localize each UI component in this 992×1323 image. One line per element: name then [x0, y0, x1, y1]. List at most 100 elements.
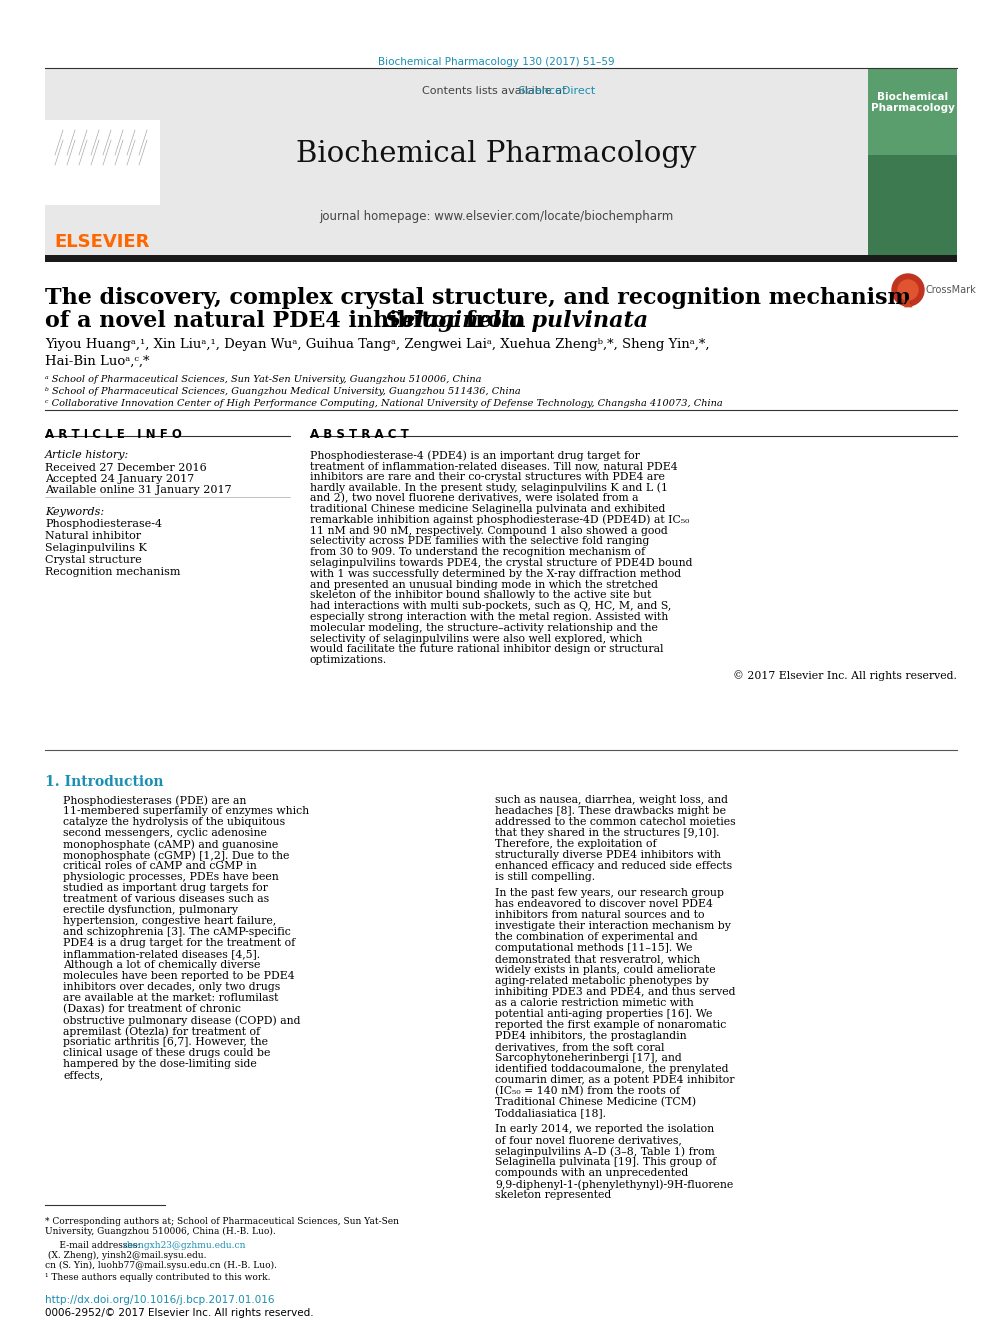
Text: computational methods [11–15]. We: computational methods [11–15]. We — [495, 943, 692, 953]
Text: second messengers, cyclic adenosine: second messengers, cyclic adenosine — [63, 828, 267, 837]
Text: 11 nM and 90 nM, respectively. Compound 1 also showed a good: 11 nM and 90 nM, respectively. Compound … — [310, 525, 668, 536]
Text: A R T I C L E   I N F O: A R T I C L E I N F O — [45, 429, 182, 441]
Text: ScienceDirect: ScienceDirect — [397, 86, 595, 97]
Text: are available at the market: roflumilast: are available at the market: roflumilast — [63, 994, 279, 1003]
Text: Although a lot of chemically diverse: Although a lot of chemically diverse — [63, 960, 260, 970]
Text: * Corresponding authors at; School of Pharmaceutical Sciences, Sun Yat-Sen: * Corresponding authors at; School of Ph… — [45, 1217, 399, 1226]
Text: monophosphate (cGMP) [1,2]. Due to the: monophosphate (cGMP) [1,2]. Due to the — [63, 849, 290, 860]
Text: would facilitate the future rational inhibitor design or structural: would facilitate the future rational inh… — [310, 644, 664, 655]
Text: Phosphodiesterases (PDE) are an: Phosphodiesterases (PDE) are an — [63, 795, 246, 806]
Text: is still compelling.: is still compelling. — [495, 872, 595, 882]
Text: Crystal structure: Crystal structure — [45, 556, 142, 565]
Text: journal homepage: www.elsevier.com/locate/biochempharm: journal homepage: www.elsevier.com/locat… — [318, 210, 674, 224]
Text: zhengxh23@gzhmu.edu.cn: zhengxh23@gzhmu.edu.cn — [123, 1241, 246, 1250]
Text: headaches [8]. These drawbacks might be: headaches [8]. These drawbacks might be — [495, 806, 726, 816]
Text: Selaginella pulvinata [19]. This group of: Selaginella pulvinata [19]. This group o… — [495, 1158, 716, 1167]
Text: catalyze the hydrolysis of the ubiquitous: catalyze the hydrolysis of the ubiquitou… — [63, 818, 285, 827]
Text: 0006-2952/© 2017 Elsevier Inc. All rights reserved.: 0006-2952/© 2017 Elsevier Inc. All right… — [45, 1308, 313, 1318]
Text: Received 27 December 2016: Received 27 December 2016 — [45, 463, 206, 474]
Text: Natural inhibitor: Natural inhibitor — [45, 531, 141, 541]
Text: had interactions with multi sub-pockets, such as Q, HC, M, and S,: had interactions with multi sub-pockets,… — [310, 601, 672, 611]
Text: as a calorie restriction mimetic with: as a calorie restriction mimetic with — [495, 998, 693, 1008]
Text: and presented an unusual binding mode in which the stretched: and presented an unusual binding mode in… — [310, 579, 658, 590]
Text: skeleton represented: skeleton represented — [495, 1189, 611, 1200]
Text: structurally diverse PDE4 inhibitors with: structurally diverse PDE4 inhibitors wit… — [495, 849, 721, 860]
Text: (Daxas) for treatment of chronic: (Daxas) for treatment of chronic — [63, 1004, 241, 1015]
Text: monophosphate (cAMP) and guanosine: monophosphate (cAMP) and guanosine — [63, 839, 278, 849]
Text: In early 2014, we reported the isolation: In early 2014, we reported the isolation — [495, 1125, 714, 1134]
Text: enhanced efficacy and reduced side effects: enhanced efficacy and reduced side effec… — [495, 861, 732, 871]
Text: investigate their interaction mechanism by: investigate their interaction mechanism … — [495, 921, 731, 931]
Text: Biochemical Pharmacology: Biochemical Pharmacology — [296, 140, 696, 168]
Text: Therefore, the exploitation of: Therefore, the exploitation of — [495, 839, 657, 849]
Text: ELSEVIER: ELSEVIER — [55, 233, 150, 251]
Text: Selaginpulvilins K: Selaginpulvilins K — [45, 542, 147, 553]
Text: ¹ These authors equally contributed to this work.: ¹ These authors equally contributed to t… — [45, 1273, 271, 1282]
Circle shape — [898, 280, 918, 300]
Text: Sarcophytoneherinbergi [17], and: Sarcophytoneherinbergi [17], and — [495, 1053, 682, 1062]
Text: hypertension, congestive heart failure,: hypertension, congestive heart failure, — [63, 916, 276, 926]
Text: University, Guangzhou 510006, China (H.-B. Luo).: University, Guangzhou 510006, China (H.-… — [45, 1226, 276, 1236]
Text: clinical usage of these drugs could be: clinical usage of these drugs could be — [63, 1048, 271, 1058]
Text: of a novel natural PDE4 inhibitor from: of a novel natural PDE4 inhibitor from — [45, 310, 534, 332]
Text: (IC₅₀ = 140 nM) from the roots of: (IC₅₀ = 140 nM) from the roots of — [495, 1086, 680, 1097]
Text: Article history:: Article history: — [45, 450, 129, 460]
Text: coumarin dimer, as a potent PDE4 inhibitor: coumarin dimer, as a potent PDE4 inhibit… — [495, 1076, 734, 1085]
Bar — [868, 67, 957, 255]
Bar — [45, 255, 957, 262]
Text: hampered by the dose-limiting side: hampered by the dose-limiting side — [63, 1058, 257, 1069]
Text: the combination of experimental and: the combination of experimental and — [495, 931, 697, 942]
Text: 11-membered superfamily of enzymes which: 11-membered superfamily of enzymes which — [63, 806, 310, 816]
Text: and 2), two novel fluorene derivatives, were isolated from a: and 2), two novel fluorene derivatives, … — [310, 493, 639, 504]
Text: apremilast (Otezla) for treatment of: apremilast (Otezla) for treatment of — [63, 1027, 260, 1036]
Text: Pharmacology: Pharmacology — [871, 103, 955, 112]
Text: Recognition mechanism: Recognition mechanism — [45, 568, 181, 577]
Bar — [868, 67, 957, 155]
Text: studied as important drug targets for: studied as important drug targets for — [63, 882, 268, 893]
Text: identified toddacoumalone, the prenylated: identified toddacoumalone, the prenylate… — [495, 1064, 728, 1074]
Text: Accepted 24 January 2017: Accepted 24 January 2017 — [45, 474, 194, 484]
Text: ▲: ▲ — [904, 298, 913, 308]
Text: treatment of various diseases such as: treatment of various diseases such as — [63, 894, 269, 904]
Text: molecular modeling, the structure–activity relationship and the: molecular modeling, the structure–activi… — [310, 623, 658, 632]
Text: traditional Chinese medicine Selaginella pulvinata and exhibited: traditional Chinese medicine Selaginella… — [310, 504, 666, 515]
Text: cn (S. Yin), luohb77@mail.sysu.edu.cn (H.-B. Luo).: cn (S. Yin), luohb77@mail.sysu.edu.cn (H… — [45, 1261, 277, 1270]
Text: psoriatic arthritis [6,7]. However, the: psoriatic arthritis [6,7]. However, the — [63, 1037, 268, 1046]
Text: effects,: effects, — [63, 1070, 103, 1080]
Text: that they shared in the structures [9,10].: that they shared in the structures [9,10… — [495, 828, 719, 837]
Text: inhibitors from natural sources and to: inhibitors from natural sources and to — [495, 910, 704, 919]
Text: demonstrated that resveratrol, which: demonstrated that resveratrol, which — [495, 954, 700, 964]
Text: widely exists in plants, could ameliorate: widely exists in plants, could ameliorat… — [495, 964, 715, 975]
Text: selaginpulvilins towards PDE4, the crystal structure of PDE4D bound: selaginpulvilins towards PDE4, the cryst… — [310, 558, 692, 568]
Text: Phosphodiesterase-4 (PDE4) is an important drug target for: Phosphodiesterase-4 (PDE4) is an importa… — [310, 450, 640, 460]
Text: treatment of inflammation-related diseases. Till now, natural PDE4: treatment of inflammation-related diseas… — [310, 460, 678, 471]
Text: from 30 to 909. To understand the recognition mechanism of: from 30 to 909. To understand the recogn… — [310, 548, 645, 557]
Text: skeleton of the inhibitor bound shallowly to the active site but: skeleton of the inhibitor bound shallowl… — [310, 590, 652, 601]
Text: inhibitors over decades, only two drugs: inhibitors over decades, only two drugs — [63, 982, 281, 992]
Text: Biochemical Pharmacology 130 (2017) 51–59: Biochemical Pharmacology 130 (2017) 51–5… — [378, 57, 614, 67]
Text: compounds with an unprecedented: compounds with an unprecedented — [495, 1168, 688, 1177]
Text: critical roles of cAMP and cGMP in: critical roles of cAMP and cGMP in — [63, 861, 257, 871]
Text: © 2017 Elsevier Inc. All rights reserved.: © 2017 Elsevier Inc. All rights reserved… — [733, 669, 957, 681]
Text: reported the first example of nonaromatic: reported the first example of nonaromati… — [495, 1020, 726, 1031]
Text: has endeavored to discover novel PDE4: has endeavored to discover novel PDE4 — [495, 900, 713, 909]
Text: PDE4 is a drug target for the treatment of: PDE4 is a drug target for the treatment … — [63, 938, 296, 949]
Text: 1. Introduction: 1. Introduction — [45, 775, 164, 789]
Text: molecules have been reported to be PDE4: molecules have been reported to be PDE4 — [63, 971, 295, 980]
Text: (X. Zheng), yinsh2@mail.sysu.edu.: (X. Zheng), yinsh2@mail.sysu.edu. — [45, 1252, 206, 1259]
Text: http://dx.doi.org/10.1016/j.bcp.2017.01.016: http://dx.doi.org/10.1016/j.bcp.2017.01.… — [45, 1295, 275, 1304]
Bar — [45, 120, 160, 205]
Text: In the past few years, our research group: In the past few years, our research grou… — [495, 888, 724, 898]
Text: derivatives, from the soft coral: derivatives, from the soft coral — [495, 1043, 665, 1052]
Text: physiologic processes, PDEs have been: physiologic processes, PDEs have been — [63, 872, 279, 882]
Text: aging-related metabolic phenotypes by: aging-related metabolic phenotypes by — [495, 976, 708, 986]
Text: selectivity across PDE families with the selective fold ranging: selectivity across PDE families with the… — [310, 536, 650, 546]
Text: Selaginella pulvinata: Selaginella pulvinata — [385, 310, 648, 332]
Text: Keywords:: Keywords: — [45, 507, 104, 517]
Text: E-mail addresses:: E-mail addresses: — [45, 1241, 144, 1250]
Text: of four novel fluorene derivatives,: of four novel fluorene derivatives, — [495, 1135, 682, 1144]
Text: ᵇ School of Pharmaceutical Sciences, Guangzhou Medical University, Guangzhou 511: ᵇ School of Pharmaceutical Sciences, Gua… — [45, 388, 521, 396]
Text: potential anti-aging properties [16]. We: potential anti-aging properties [16]. We — [495, 1009, 712, 1019]
Text: such as nausea, diarrhea, weight loss, and: such as nausea, diarrhea, weight loss, a… — [495, 795, 728, 804]
Text: inhibiting PDE3 and PDE4, and thus served: inhibiting PDE3 and PDE4, and thus serve… — [495, 987, 735, 998]
